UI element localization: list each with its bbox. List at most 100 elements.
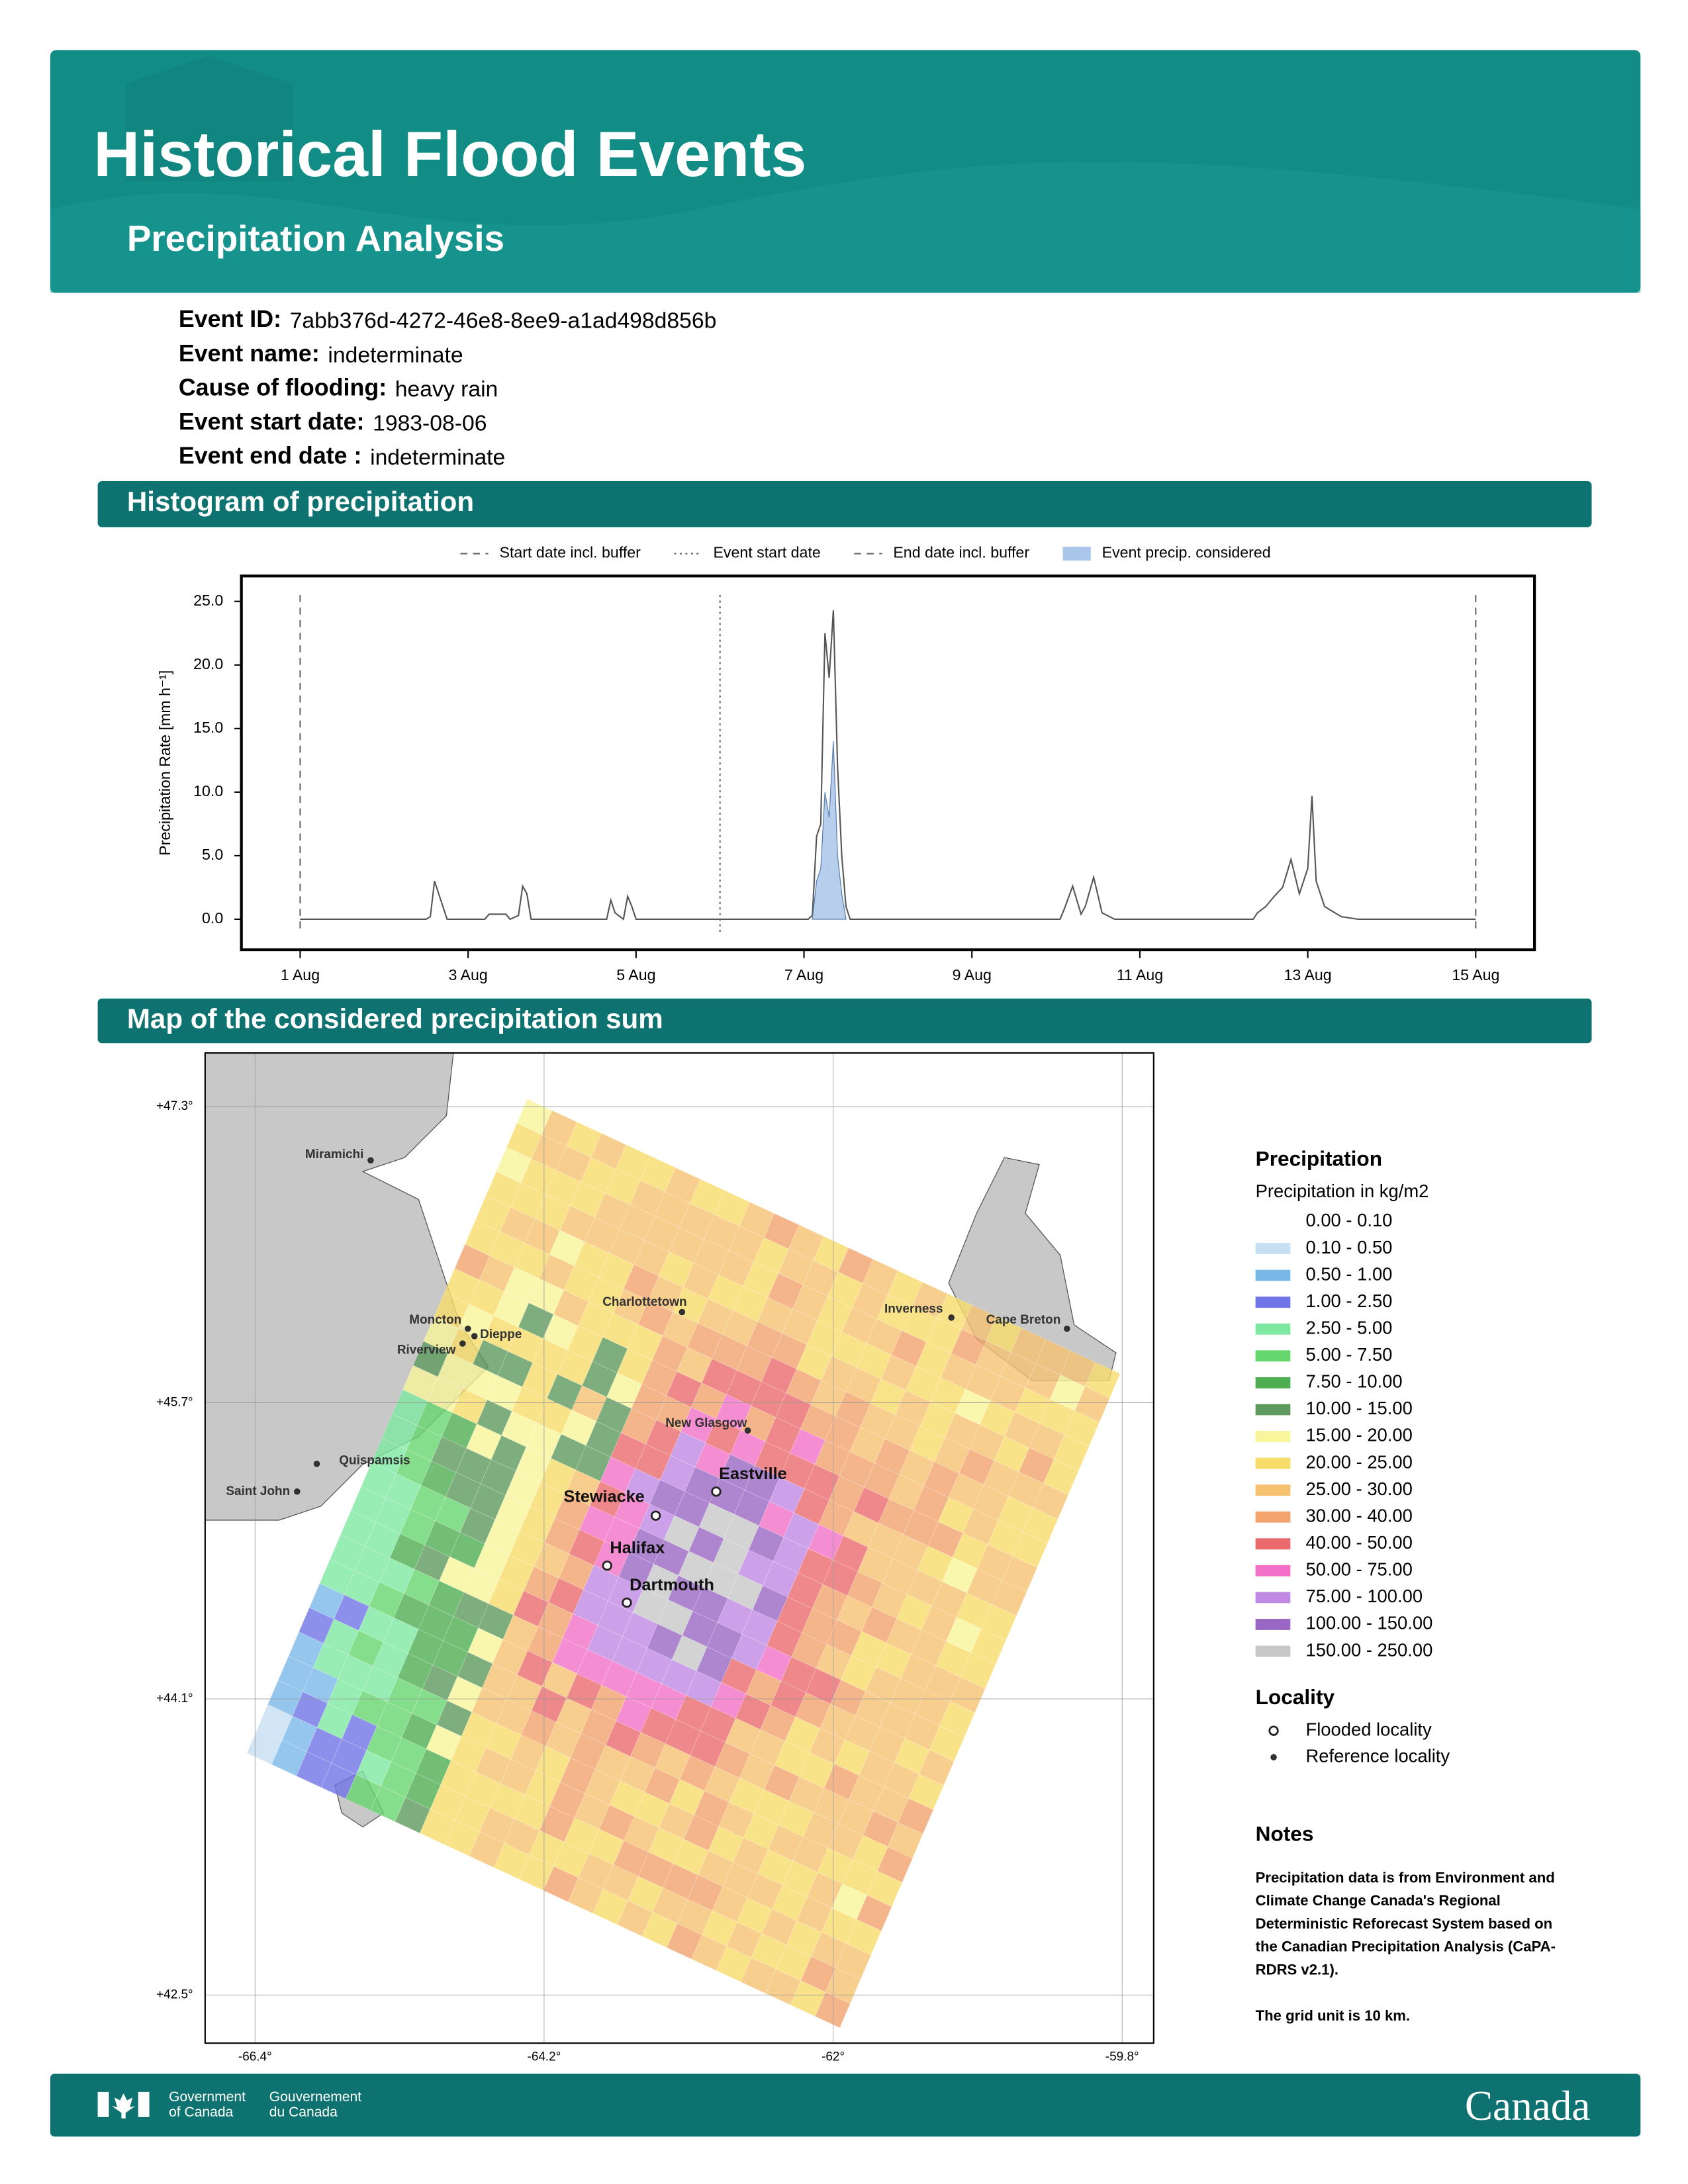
map-x-label: -64.2° [528,2050,561,2064]
notes-line: Deterministic Reforecast System based on [1256,1915,1553,1932]
legend-swatch [1255,1538,1291,1550]
reference-locality [367,1157,374,1163]
info-value: indeterminate [370,445,505,470]
legend-label: Event start date [713,544,820,561]
legend-label: 100.00 - 150.00 [1306,1613,1433,1633]
x-tick-label: 13 Aug [1284,966,1332,983]
legend-swatch [1255,1350,1291,1362]
reference-locality [471,1333,478,1340]
gov-en: Government [169,2089,246,2105]
legend-label: 5.00 - 7.50 [1306,1344,1393,1365]
legend-swatch [1255,1297,1291,1308]
notes-line: Precipitation data is from Environment a… [1256,1869,1555,1886]
reference-locality [948,1314,955,1321]
event-area [812,741,847,920]
map-x-label: -62° [821,2050,845,2064]
title: Historical Flood Events [93,118,806,190]
info-value: 7abb376d-4272-46e8-8ee9-a1ad498d856b [290,308,717,334]
notes-line: The grid unit is 10 km. [1256,2007,1410,2024]
legend-label: Event precip. considered [1102,544,1271,561]
info-label: Event name: [179,340,320,367]
y-tick-label: 15.0 [193,719,223,736]
map-y-label: +47.3° [156,1099,193,1113]
reference-locality [1064,1325,1070,1332]
legend-label: 30.00 - 40.00 [1306,1505,1413,1525]
footer-band [50,2073,1641,2137]
grid-cell [814,1991,851,2028]
header-wave [50,161,1641,293]
locality-label: Inverness [884,1302,943,1316]
info-value: 1983-08-06 [373,411,487,436]
x-tick-label: 7 Aug [784,966,823,983]
gov-fr: du Canada [269,2105,338,2120]
notes-line: RDRS v2.1). [1256,1961,1338,1978]
notes-line: Climate Change Canada's Regional [1256,1892,1501,1909]
legend-swatch [1255,1377,1291,1388]
header-icon [125,56,293,181]
reference-locality [465,1325,471,1332]
flooded-locality [650,1510,661,1521]
locality-label: Charlottetown [602,1295,686,1309]
reference-locality [459,1340,466,1347]
map-frame [204,1052,1154,2044]
info-value: indeterminate [328,342,463,367]
legend-label: 50.00 - 75.00 [1306,1559,1413,1580]
map-body [205,1052,1154,2044]
y-tick-label: 0.0 [202,909,223,927]
legend-title: Precipitation [1256,1147,1382,1171]
map-y-label: +45.7° [156,1396,193,1410]
x-tick-label: 5 Aug [616,966,655,983]
legend-swatch [1255,1457,1291,1469]
x-tick-label: 9 Aug [953,966,992,983]
locality-label: Eastville [719,1465,787,1483]
flag [97,2091,150,2118]
legend-swatch [1255,1645,1291,1657]
reference-locality [679,1308,686,1316]
map-x-label: -59.8° [1105,2050,1139,2064]
info-label: Event start date: [179,408,365,435]
legend-swatch [1255,1243,1291,1254]
legend-label: Start date incl. buffer [500,544,641,561]
y-tick-label: 25.0 [193,592,223,609]
notes-line: the Canadian Precipitation Analysis (CaP… [1256,1938,1556,1955]
x-tick-label: 3 Aug [449,966,488,983]
legend-label: 40.00 - 50.00 [1306,1532,1413,1553]
histogram: 0.0 5.0 10.0 15.0 20.0 25.0 1 Aug 3 Aug 5 Aug 7 A… [156,544,1536,983]
legend-title: Locality [1256,1685,1335,1709]
legend-label: Flooded locality [1306,1719,1432,1739]
y-axis-label: Precipitation Rate [mm h⁻¹] [156,670,173,856]
y-tick-label: 20.0 [193,655,223,672]
flooded-locality [711,1486,722,1497]
map-y-label: +44.1° [156,1692,193,1706]
legend-label: 25.00 - 30.00 [1306,1479,1413,1499]
legend-label: 0.00 - 0.10 [1306,1210,1393,1230]
legend-swatch [1255,1431,1291,1442]
legend-label: End date incl. buffer [893,544,1029,561]
locality-label: Riverview [397,1343,456,1357]
legend-label: 150.00 - 250.00 [1306,1639,1433,1660]
flooded-locality [602,1560,612,1571]
legend-swatch [1255,1565,1291,1576]
legend-swatch [1255,1269,1291,1281]
legend-label: 15.00 - 20.00 [1306,1425,1413,1445]
locality-label: Miramichi [305,1148,363,1161]
legend-swatch [1255,1404,1291,1416]
map-legend: Precipitation Precipitation in kg/m2 0.00 … [1255,1147,1450,1766]
legend-swatch [1062,547,1091,561]
legend-label: 0.50 - 1.00 [1306,1263,1393,1284]
x-tick-label: 1 Aug [281,966,320,983]
reference-locality [744,1427,751,1434]
legend-label: Reference locality [1306,1745,1450,1766]
gov-en: of Canada [169,2105,233,2120]
info-label: Event end date : [179,443,362,469]
x-tick-label: 15 Aug [1452,966,1499,983]
legend-swatch [1255,1592,1291,1604]
reference-locality [294,1488,301,1495]
gov-fr: Gouvernement [269,2089,361,2105]
event-info: Event ID: 7abb376d-4272-46e8-8ee9-a1ad498… [179,306,717,470]
legend-label: 1.00 - 2.50 [1306,1291,1393,1311]
info-label: Cause of flooding: [179,374,387,400]
legend-subtitle: Precipitation in kg/m2 [1256,1181,1429,1201]
flooded-locality [622,1597,632,1608]
legend-swatch [1255,1484,1291,1496]
